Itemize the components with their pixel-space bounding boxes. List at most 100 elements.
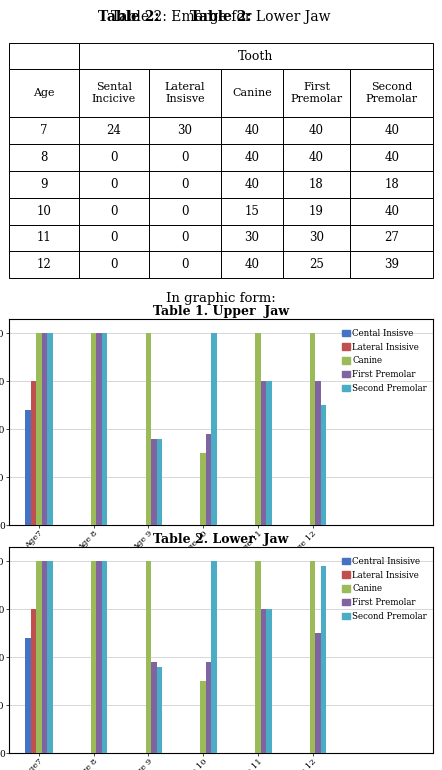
FancyBboxPatch shape (221, 69, 282, 117)
Text: 12: 12 (37, 259, 51, 271)
Text: Second
Premolar: Second Premolar (366, 82, 418, 104)
Bar (25, 410, 31, 525)
FancyBboxPatch shape (149, 69, 221, 117)
Bar (206, 662, 211, 753)
FancyBboxPatch shape (79, 225, 149, 252)
Bar (321, 566, 326, 753)
Text: Tooth: Tooth (238, 50, 274, 62)
FancyBboxPatch shape (351, 69, 433, 117)
Bar (156, 439, 162, 525)
Bar (201, 681, 206, 753)
Text: Lateral
Insisve: Lateral Insisve (165, 82, 205, 104)
FancyBboxPatch shape (351, 225, 433, 252)
Text: 40: 40 (244, 178, 259, 191)
Legend: Cental Insisve, Lateral Insisive, Canine, First Premolar, Second Premolar: Cental Insisve, Lateral Insisive, Canine… (340, 327, 429, 394)
Text: In graphic form:: In graphic form: (166, 293, 276, 305)
Bar (201, 454, 206, 525)
FancyBboxPatch shape (282, 225, 351, 252)
Text: 40: 40 (384, 124, 399, 137)
FancyBboxPatch shape (149, 252, 221, 278)
Bar (31, 609, 36, 753)
Bar (42, 333, 47, 525)
FancyBboxPatch shape (149, 225, 221, 252)
Text: 0: 0 (110, 178, 118, 191)
Bar (96, 333, 102, 525)
Text: Canine: Canine (232, 88, 272, 98)
Bar (151, 662, 156, 753)
Text: 0: 0 (181, 205, 189, 218)
FancyBboxPatch shape (79, 252, 149, 278)
Text: 18: 18 (309, 178, 324, 191)
Text: Sental
Incicive: Sental Incicive (92, 82, 136, 104)
Text: 39: 39 (384, 259, 399, 271)
Text: 27: 27 (385, 232, 399, 245)
FancyBboxPatch shape (351, 198, 433, 225)
Text: 40: 40 (309, 124, 324, 137)
Text: Table 2:: Table 2: (190, 11, 252, 25)
FancyBboxPatch shape (9, 43, 79, 69)
FancyBboxPatch shape (282, 198, 351, 225)
FancyBboxPatch shape (221, 117, 282, 144)
Bar (266, 381, 272, 525)
Bar (211, 561, 217, 753)
Bar (156, 667, 162, 753)
FancyBboxPatch shape (221, 171, 282, 198)
Bar (36, 561, 42, 753)
Text: 15: 15 (244, 205, 259, 218)
Bar (96, 561, 102, 753)
FancyBboxPatch shape (79, 144, 149, 171)
FancyBboxPatch shape (9, 69, 79, 117)
Text: 0: 0 (181, 178, 189, 191)
FancyBboxPatch shape (9, 117, 79, 144)
FancyBboxPatch shape (9, 198, 79, 225)
Text: 19: 19 (309, 205, 324, 218)
Bar (261, 381, 266, 525)
FancyBboxPatch shape (221, 144, 282, 171)
Bar (47, 561, 53, 753)
Text: 40: 40 (244, 124, 259, 137)
Text: 0: 0 (181, 151, 189, 164)
FancyBboxPatch shape (282, 171, 351, 198)
FancyBboxPatch shape (351, 171, 433, 198)
FancyBboxPatch shape (351, 117, 433, 144)
FancyBboxPatch shape (282, 117, 351, 144)
FancyBboxPatch shape (221, 225, 282, 252)
FancyBboxPatch shape (282, 69, 351, 117)
Text: First
Premolar: First Premolar (290, 82, 343, 104)
Text: 40: 40 (384, 205, 399, 218)
FancyBboxPatch shape (79, 43, 433, 69)
FancyBboxPatch shape (282, 252, 351, 278)
Text: 30: 30 (309, 232, 324, 245)
Legend: Central Insisive, Lateral Insisive, Canine, First Premolar, Second Premolar: Central Insisive, Lateral Insisive, Cani… (340, 555, 429, 622)
FancyBboxPatch shape (79, 117, 149, 144)
FancyBboxPatch shape (149, 171, 221, 198)
Bar (151, 439, 156, 525)
Bar (255, 561, 261, 753)
Text: Table 2: Emerge for Lower Jaw: Table 2: Emerge for Lower Jaw (111, 11, 331, 25)
FancyBboxPatch shape (79, 69, 149, 117)
Text: 7: 7 (40, 124, 48, 137)
FancyBboxPatch shape (351, 252, 433, 278)
Bar (211, 333, 217, 525)
Text: 10: 10 (36, 205, 51, 218)
FancyBboxPatch shape (9, 252, 79, 278)
Bar (321, 405, 326, 525)
FancyBboxPatch shape (149, 144, 221, 171)
Bar (316, 633, 321, 753)
FancyBboxPatch shape (79, 198, 149, 225)
Bar (316, 381, 321, 525)
Text: Age: Age (33, 88, 55, 98)
FancyBboxPatch shape (351, 144, 433, 171)
Text: 24: 24 (107, 124, 121, 137)
Bar (36, 333, 42, 525)
Bar (310, 333, 316, 525)
FancyBboxPatch shape (9, 144, 79, 171)
Bar (102, 561, 107, 753)
FancyBboxPatch shape (149, 117, 221, 144)
FancyBboxPatch shape (9, 171, 79, 198)
Bar (102, 333, 107, 525)
Text: 11: 11 (37, 232, 51, 245)
Bar (25, 638, 31, 753)
Bar (266, 609, 272, 753)
FancyBboxPatch shape (79, 171, 149, 198)
